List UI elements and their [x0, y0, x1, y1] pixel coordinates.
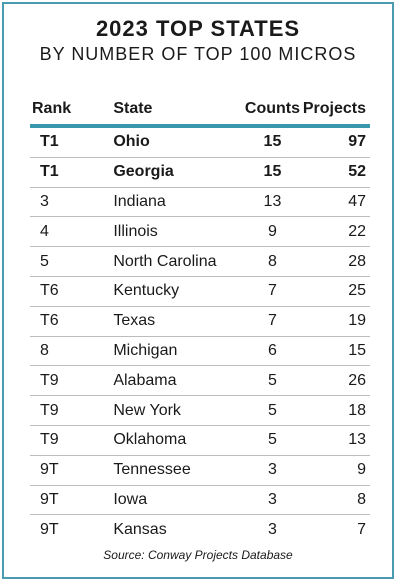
state-cell: Ohio: [83, 126, 243, 158]
state-cell: North Carolina: [83, 246, 243, 277]
table-row: T1 Georgia 15 52: [30, 157, 370, 188]
source-note: Source: Conway Projects Database: [103, 548, 293, 562]
counts-cell: 3: [242, 455, 303, 486]
rank-cell: 3: [30, 187, 84, 218]
projects-cell: 13: [302, 425, 370, 456]
rank-cell: 9T: [30, 455, 84, 486]
rank-cell: 5: [30, 246, 84, 277]
rank-cell: T6: [30, 306, 84, 337]
state-cell: Michigan: [83, 336, 243, 367]
table-row: 4 Illinois 9 22: [30, 216, 370, 248]
table-row: T9 Alabama 5 26: [30, 365, 370, 397]
table-row: 8 Michigan 6 15: [30, 336, 370, 367]
projects-cell: 22: [302, 216, 370, 248]
table-row: T6 Kentucky 7 25: [30, 276, 370, 307]
counts-cell: 5: [242, 365, 303, 397]
rank-cell: T9: [30, 365, 84, 397]
state-cell: Indiana: [83, 187, 243, 218]
state-cell: Alabama: [83, 365, 243, 397]
header-rank: Rank: [30, 94, 84, 128]
counts-cell: 15: [242, 157, 303, 188]
counts-cell: 3: [268, 520, 277, 538]
projects-cell: 9: [302, 455, 370, 486]
state-cell: Texas: [83, 306, 243, 337]
projects-cell: 28: [302, 246, 370, 277]
counts-cell: 5: [242, 425, 303, 456]
table-row: T1 Ohio 15 97: [30, 126, 370, 158]
table-row: 3 Indiana 13 47: [30, 187, 370, 218]
table-row: 9T Kansas 3 7: [30, 515, 370, 544]
table-row: 5 North Carolina 8 28: [30, 246, 370, 277]
projects-cell: 97: [302, 126, 370, 158]
table-header: Rank State Counts Projects: [30, 94, 370, 128]
counts-cell: 6: [242, 336, 303, 367]
counts-cell: 5: [242, 395, 303, 426]
counts-cell: 7: [242, 276, 303, 307]
header-projects: Projects: [302, 94, 370, 128]
header-counts: Counts: [242, 94, 303, 128]
state-cell: Oklahoma: [83, 425, 243, 456]
table-row: 9T Tennessee 3 9: [30, 455, 370, 486]
rank-cell: T1: [30, 126, 84, 158]
counts-cell: 15: [242, 126, 303, 158]
counts-cell: 8: [242, 246, 303, 277]
subtitle: BY NUMBER OF TOP 100 MICROS: [39, 44, 357, 64]
table-row: T9 New York 5 18: [30, 395, 370, 426]
projects-cell: 15: [302, 336, 370, 367]
counts-cell: 7: [242, 306, 303, 337]
projects-cell: 19: [302, 306, 370, 337]
rank-cell: T9: [30, 425, 84, 456]
state-cell: Iowa: [83, 485, 243, 516]
rank-cell: 9T: [40, 520, 59, 538]
counts-cell: 3: [242, 485, 303, 516]
rankings-table: Rank State Counts Projects T1 Ohio 15 97 T1 G…: [30, 94, 370, 544]
rank-cell: T9: [30, 395, 84, 426]
table-row: T9 Oklahoma 5 13: [30, 425, 370, 456]
projects-cell: 47: [302, 187, 370, 218]
projects-cell: 52: [302, 157, 370, 188]
projects-cell: 25: [302, 276, 370, 307]
projects-cell: 18: [302, 395, 370, 426]
rank-cell: 8: [30, 336, 84, 367]
rank-cell: T6: [30, 276, 84, 307]
state-cell: Illinois: [83, 216, 243, 248]
state-cell: Kentucky: [83, 276, 243, 307]
rank-cell: T1: [30, 157, 84, 188]
state-cell: New York: [83, 395, 243, 426]
projects-cell: 26: [302, 365, 370, 397]
counts-cell: 13: [242, 187, 303, 218]
counts-cell: 9: [242, 216, 303, 248]
state-cell: Kansas: [113, 520, 167, 538]
table-row: T6 Texas 7 19: [30, 306, 370, 337]
infographic-frame: 2023 TOP STATES BY NUMBER OF TOP 100 MIC…: [2, 2, 394, 579]
table-row: 9T Iowa 3 8: [30, 485, 370, 516]
state-cell: Tennessee: [83, 455, 243, 486]
rank-cell: 4: [30, 216, 84, 248]
projects-cell: 7: [357, 520, 366, 538]
header-state: State: [83, 94, 243, 128]
rank-cell: 9T: [30, 485, 84, 516]
projects-cell: 8: [302, 485, 370, 516]
title: 2023 TOP STATES: [95, 16, 301, 41]
header-row: Rank State Counts Projects: [30, 94, 370, 128]
state-cell: Georgia: [83, 157, 243, 188]
table-body: T1 Ohio 15 97 T1 Georgia 15 52 3 Indiana 13 47 4 Illi…: [30, 126, 370, 544]
